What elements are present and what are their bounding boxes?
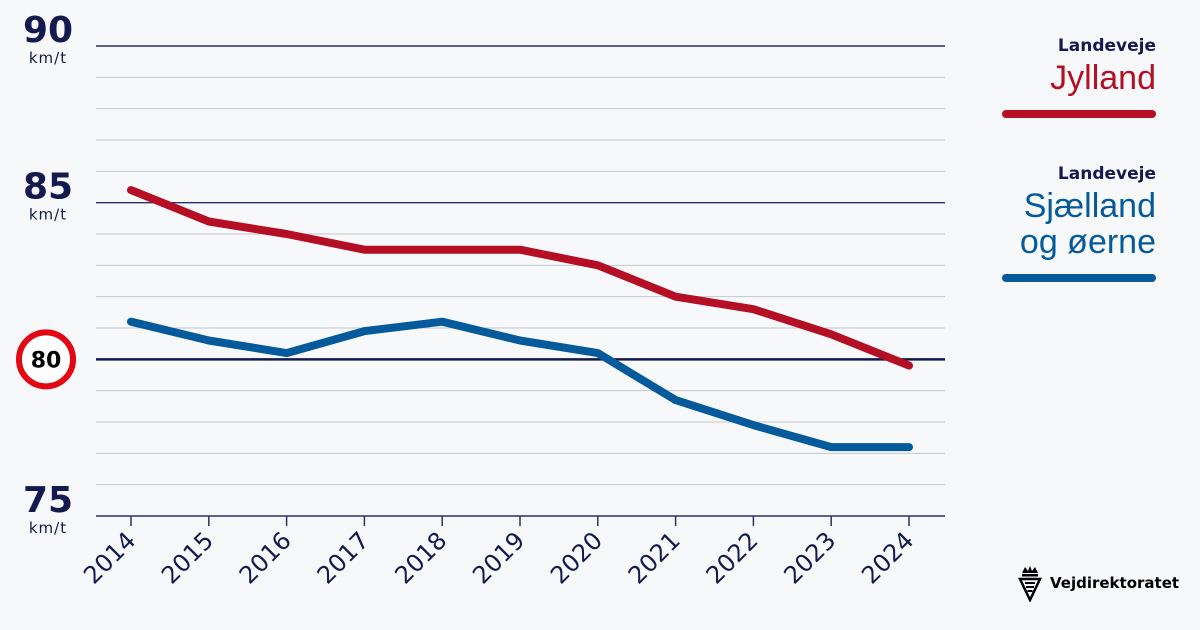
series-lines — [127, 186, 913, 452]
speed-sign-circle — [16, 329, 76, 390]
legend-sjaelland: Landeveje Sjælland og øerne — [1002, 164, 1156, 282]
legend-sjaelland-swatch — [1002, 274, 1156, 282]
xtick-label-2015: 2015 — [156, 526, 219, 589]
series-line-0 — [127, 186, 913, 370]
xtick-label-2017: 2017 — [312, 526, 375, 589]
ytick-unit-75: km/t — [29, 519, 67, 537]
crown-shield-icon — [1018, 566, 1042, 602]
logo-text: Vejdirektoratet — [1050, 574, 1180, 592]
xtick-label-2014: 2014 — [78, 526, 141, 589]
speed-limit-sign-icon: 80 — [16, 329, 76, 390]
xtick-label-2018: 2018 — [389, 526, 452, 589]
legend-jylland: Landeveje Jylland — [1002, 36, 1156, 118]
legend-sjaelland-name-1: Sjælland — [1023, 187, 1156, 225]
xtick-label-2021: 2021 — [623, 526, 686, 589]
ytick-label-80: 80 — [31, 348, 62, 373]
legend-sjaelland-name-2: og øerne — [1019, 223, 1156, 261]
ytick-unit-90: km/t — [29, 49, 67, 67]
xtick-label-2020: 2020 — [545, 526, 608, 589]
ytick-label-90: 90 — [23, 10, 73, 51]
xtick-label-2024: 2024 — [856, 526, 919, 589]
legend-jylland-name: Jylland — [1050, 59, 1156, 97]
ytick-label-75: 75 — [23, 480, 73, 521]
xtick-label-2022: 2022 — [701, 526, 764, 589]
x-axis: 2014 2015 2016 2017 2018 2019 2020 2021 2022 2023… — [78, 516, 919, 589]
xtick-label-2023: 2023 — [778, 526, 841, 589]
legend-jylland-small: Landeveje — [1057, 36, 1156, 56]
ytick-unit-85: km/t — [29, 206, 67, 224]
xtick-label-2019: 2019 — [467, 526, 530, 589]
series-line-1 — [127, 317, 913, 452]
ytick-label-85: 85 — [23, 167, 73, 208]
legend-sjaelland-small: Landeveje — [1057, 164, 1156, 184]
gridlines — [96, 45, 945, 517]
xtick-label-2016: 2016 — [234, 526, 297, 589]
vejdirektoratet-logo: Vejdirektoratet — [1016, 564, 1179, 602]
legend-jylland-swatch — [1002, 110, 1156, 118]
